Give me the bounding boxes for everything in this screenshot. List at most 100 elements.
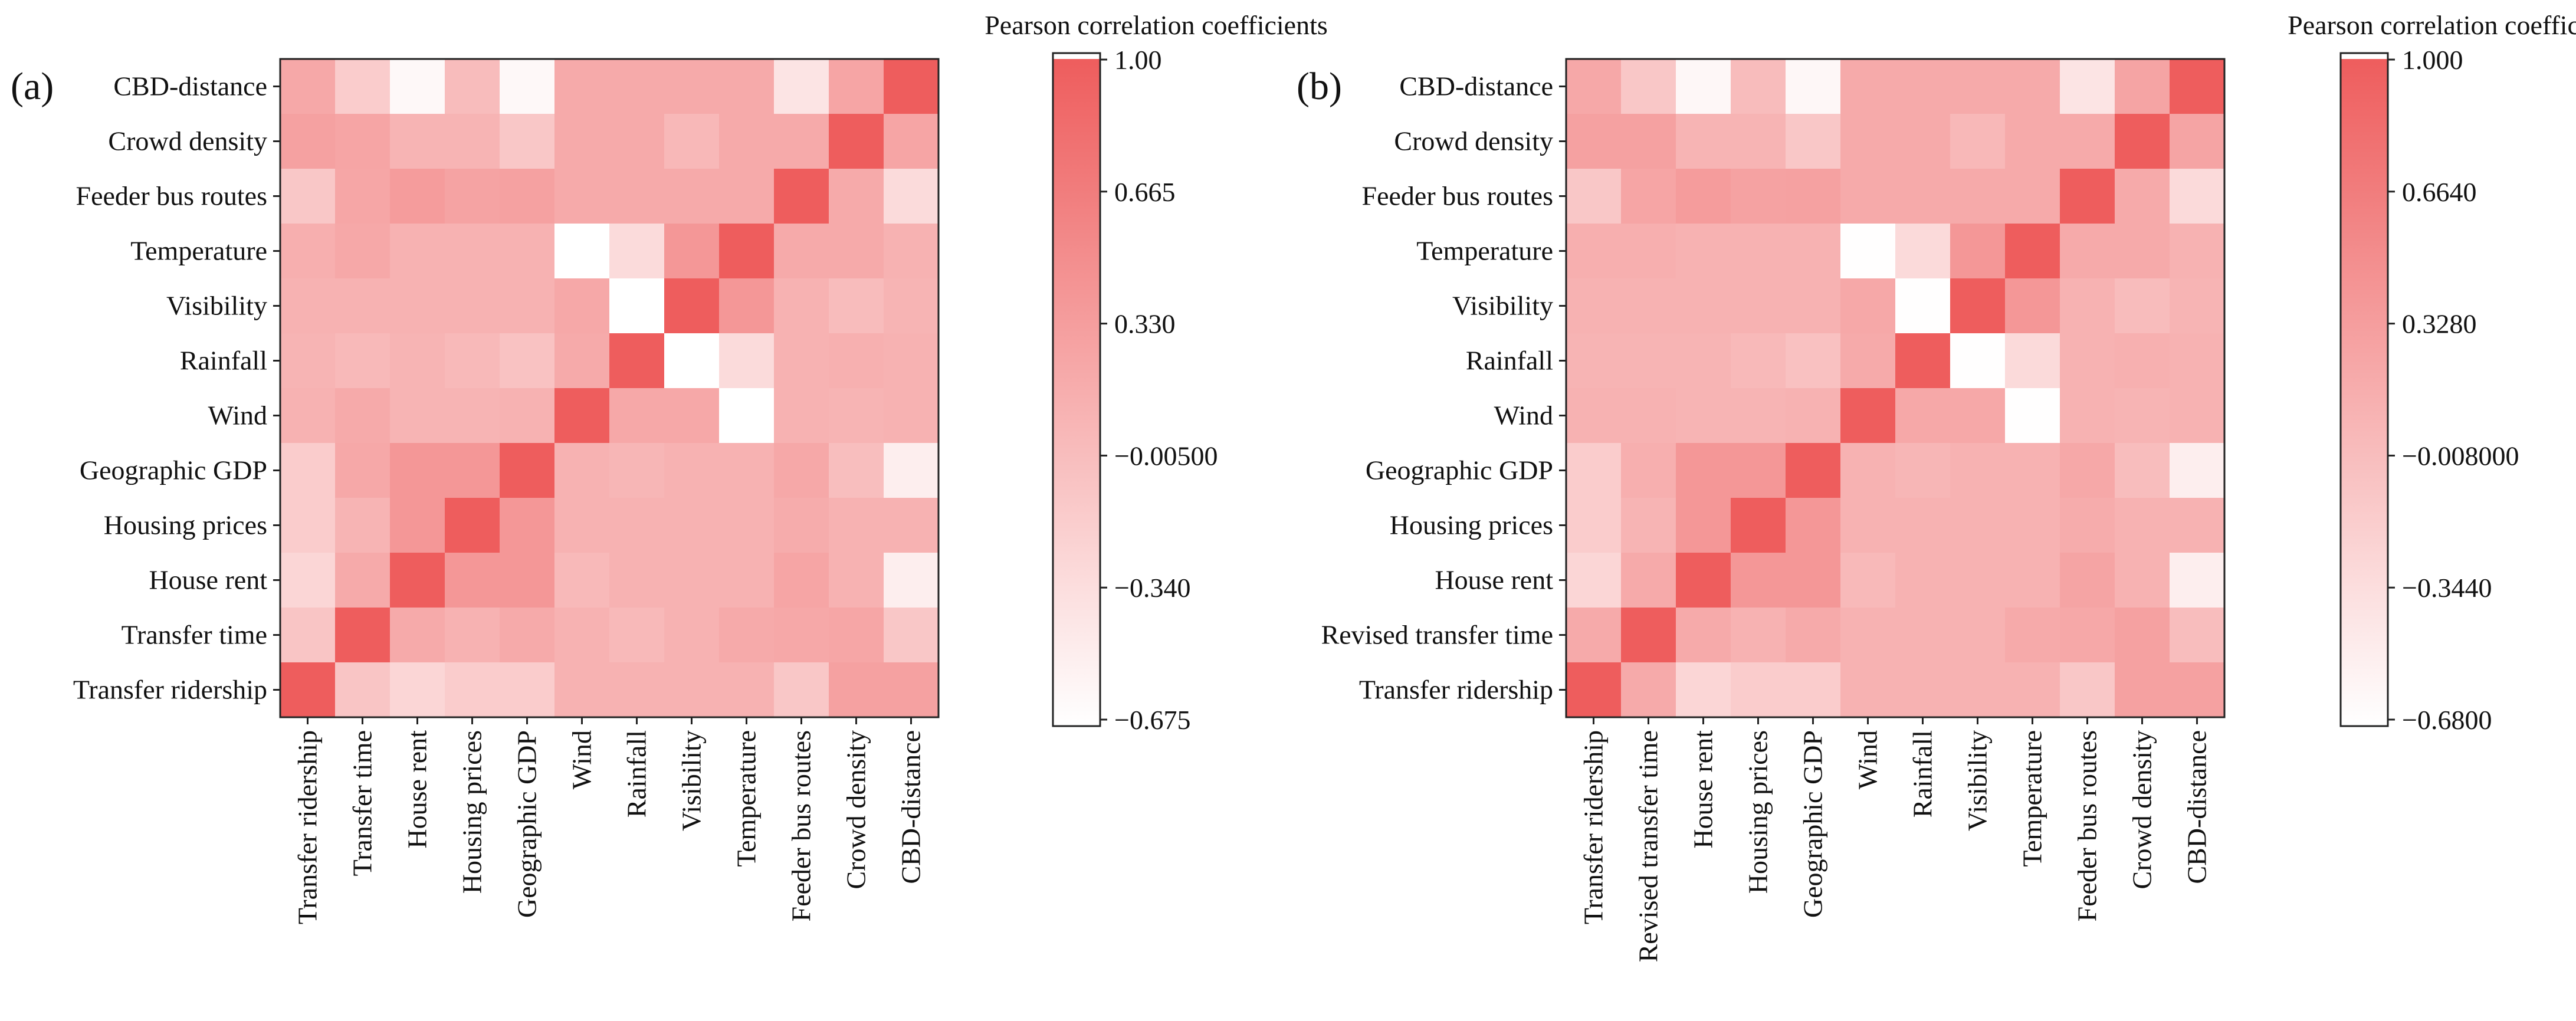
heatmap-cell-r8-c1 <box>335 498 390 553</box>
colorbar-tick-label: 0.330 <box>1114 309 1176 339</box>
y-tick-label: Geographic GDP <box>80 455 267 485</box>
heatmap-cell-r0-c2 <box>1676 59 1731 114</box>
heatmap-cell-r4-c2 <box>390 278 445 334</box>
heatmap-cell-r9-c8 <box>2005 553 2060 608</box>
x-tick-label: Feeder bus routes <box>786 730 816 921</box>
heatmap-cell-r5-c0 <box>1566 333 1622 389</box>
heatmap-cell-r5-c2 <box>1676 333 1731 389</box>
x-tick-label: Temperature <box>2017 730 2047 867</box>
heatmap-cell-r6-c3 <box>445 388 500 444</box>
heatmap-cell-r3-c3 <box>445 224 500 279</box>
y-tick-label: Temperature <box>1416 236 1553 266</box>
heatmap-cell-r1-c7 <box>664 114 720 169</box>
x-tick-label: Crowd density <box>841 730 871 889</box>
heatmap-cell-r8-c5 <box>554 498 610 553</box>
heatmap-cell-r7-c11 <box>884 443 939 498</box>
x-tick-label: House rent <box>1688 730 1718 849</box>
heatmap-cell-r7-c5 <box>554 443 610 498</box>
heatmap-cell-r11-c2 <box>390 662 445 718</box>
heatmap-cell-r10-c9 <box>774 608 829 663</box>
heatmap-cell-r2-c3 <box>1731 169 1786 224</box>
heatmap-cell-r5-c8 <box>719 333 775 389</box>
heatmap-cell-r3-c5 <box>554 224 610 279</box>
heatmap-cell-r0-c6 <box>609 59 665 114</box>
heatmap-cell-r10-c2 <box>1676 608 1731 663</box>
y-tick-label: Transfer time <box>122 620 267 650</box>
heatmap-cell-r2-c7 <box>664 169 720 224</box>
heatmap-cell-r10-c11 <box>884 608 939 663</box>
heatmap-cell-r11-c7 <box>664 662 720 718</box>
colorbar-gradient <box>2341 59 2388 726</box>
heatmap-cell-r6-c10 <box>2115 388 2170 444</box>
heatmap-cell-r6-c5 <box>554 388 610 444</box>
heatmap-cell-r1-c2 <box>1676 114 1731 169</box>
heatmap-cell-r8-c3 <box>1731 498 1786 553</box>
heatmap-cell-r2-c11 <box>884 169 939 224</box>
heatmap-cell-r2-c11 <box>2170 169 2225 224</box>
x-tick-label: Temperature <box>731 730 762 867</box>
heatmap-cell-r6-c8 <box>719 388 775 444</box>
heatmap-cell-r3-c7 <box>1950 224 2006 279</box>
heatmap-cell-r8-c1 <box>1621 498 1676 553</box>
heatmap-cell-r7-c3 <box>445 443 500 498</box>
heatmap-cell-r5-c6 <box>1895 333 1951 389</box>
heatmap-cell-r6-c3 <box>1731 388 1786 444</box>
heatmap-cell-r11-c5 <box>1840 662 1896 718</box>
heatmap-cell-r6-c8 <box>2005 388 2060 444</box>
heatmap-cell-r2-c1 <box>1621 169 1676 224</box>
x-tick-label: Transfer time <box>347 730 378 876</box>
heatmap-cell-r4-c8 <box>2005 278 2060 334</box>
heatmap-cell-r8-c11 <box>884 498 939 553</box>
colorbar-tick-label: −0.3440 <box>2402 573 2492 603</box>
y-tick-label: Revised transfer time <box>1321 620 1553 650</box>
heatmap-cell-r7-c10 <box>2115 443 2170 498</box>
heatmap-cell-r4-c9 <box>2060 278 2115 334</box>
y-tick-label: Visibility <box>166 291 267 321</box>
heatmap-cell-r9-c8 <box>719 553 775 608</box>
heatmap-cell-r7-c6 <box>609 443 665 498</box>
heatmap-cell-r4-c1 <box>335 278 390 334</box>
heatmap-cell-r3-c11 <box>884 224 939 279</box>
heatmap-cell-r5-c5 <box>1840 333 1896 389</box>
heatmap-cell-r9-c9 <box>774 553 829 608</box>
heatmap-cell-r10-c1 <box>335 608 390 663</box>
heatmap-cell-r11-c11 <box>2170 662 2225 718</box>
heatmap-cell-r2-c10 <box>2115 169 2170 224</box>
heatmap-cell-r10-c8 <box>2005 608 2060 663</box>
heatmap-cell-r2-c3 <box>445 169 500 224</box>
heatmap-cell-r5-c7 <box>1950 333 2006 389</box>
heatmap-cell-r4-c10 <box>829 278 884 334</box>
y-tick-label: Feeder bus routes <box>1362 181 1553 211</box>
heatmap-cell-r8-c5 <box>1840 498 1896 553</box>
heatmap-cell-r11-c10 <box>2115 662 2170 718</box>
y-tick-label: House rent <box>1435 565 1553 595</box>
x-tick-label: Feeder bus routes <box>2072 730 2102 921</box>
heatmap-cell-r9-c9 <box>2060 553 2115 608</box>
heatmap-cell-r8-c0 <box>1566 498 1622 553</box>
heatmap-cell-r3-c4 <box>500 224 555 279</box>
heatmap-cell-r7-c4 <box>1786 443 1841 498</box>
heatmap-cell-r11-c4 <box>500 662 555 718</box>
y-tick-label: Feeder bus routes <box>76 181 267 211</box>
heatmap-cell-r3-c9 <box>2060 224 2115 279</box>
y-tick-label: Rainfall <box>180 346 267 376</box>
heatmap-cell-r10-c3 <box>445 608 500 663</box>
y-tick-label: Housing prices <box>1390 510 1553 540</box>
heatmap-cell-r6-c9 <box>774 388 829 444</box>
heatmap-cell-r1-c9 <box>2060 114 2115 169</box>
heatmap-cell-r2-c6 <box>609 169 665 224</box>
heatmap-cell-r11-c0 <box>1566 662 1622 718</box>
x-tick-label: Visibility <box>677 730 707 831</box>
heatmap-cell-r7-c0 <box>1566 443 1622 498</box>
heatmap-cell-r1-c10 <box>829 114 884 169</box>
heatmap-cell-r11-c11 <box>884 662 939 718</box>
heatmap-cell-r0-c7 <box>1950 59 2006 114</box>
heatmap-cell-r0-c8 <box>2005 59 2060 114</box>
heatmap-cell-r4-c11 <box>2170 278 2225 334</box>
heatmap-cell-r2-c2 <box>1676 169 1731 224</box>
heatmap-cell-r9-c1 <box>1621 553 1676 608</box>
heatmap-cell-r1-c4 <box>500 114 555 169</box>
heatmap-cell-r0-c5 <box>554 59 610 114</box>
heatmap-cell-r0-c0 <box>1566 59 1622 114</box>
